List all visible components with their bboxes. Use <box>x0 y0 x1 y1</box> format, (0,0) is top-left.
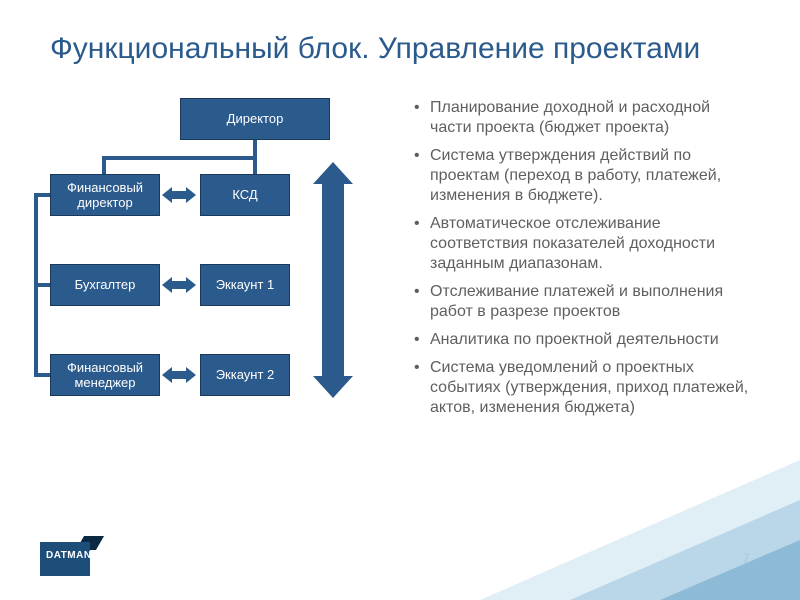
slide: Функциональный блок. Управление проектам… <box>0 0 800 600</box>
node-label: КСД <box>232 187 257 202</box>
bullet-text: Система утверждения действий по проектам… <box>430 147 721 204</box>
node-label: Бухгалтер <box>75 277 136 292</box>
double-arrow-icon <box>162 190 196 200</box>
connector <box>253 156 257 176</box>
node-fin-mgr: Финансовый менеджер <box>50 354 160 396</box>
node-label: Эккаунт 1 <box>216 277 275 292</box>
node-ksd: КСД <box>200 174 290 216</box>
list-item: Аналитика по проектной деятельности <box>410 330 750 350</box>
connector <box>102 156 106 176</box>
bullet-list: Планирование доходной и расходной части … <box>410 98 750 428</box>
node-accountant: Бухгалтер <box>50 264 160 306</box>
bullet-text: Автоматическое отслеживание соответствия… <box>430 215 715 272</box>
list-item: Система утверждения действий по проектам… <box>410 146 750 206</box>
page-number: 7 <box>742 550 750 566</box>
bullet-text: Планирование доходной и расходной части … <box>430 99 710 136</box>
list-item: Отслеживание платежей и выполнения работ… <box>410 282 750 322</box>
list-item: Система уведомлений о проектных событиях… <box>410 358 750 418</box>
page-title: Функциональный блок. Управление проектам… <box>50 30 750 68</box>
background-triangles-icon <box>400 440 800 600</box>
logo: DATMAN <box>40 536 100 576</box>
list-item: Планирование доходной и расходной части … <box>410 98 750 138</box>
node-label: Эккаунт 2 <box>216 367 275 382</box>
bullet-text: Отслеживание платежей и выполнения работ… <box>430 283 723 320</box>
connector <box>102 156 257 160</box>
list-item: Автоматическое отслеживание соответствия… <box>410 214 750 274</box>
vertical-double-arrow-icon <box>322 184 344 376</box>
node-acc2: Эккаунт 2 <box>200 354 290 396</box>
node-label: Директор <box>227 111 284 126</box>
node-label: Финансовый менеджер <box>55 360 155 390</box>
node-label: Финансовый директор <box>55 180 155 210</box>
node-director: Директор <box>180 98 330 140</box>
node-fin-dir: Финансовый директор <box>50 174 160 216</box>
bullet-text: Система уведомлений о проектных событиях… <box>430 359 748 416</box>
logo-text: DATMAN <box>46 550 92 561</box>
org-diagram: Директор Финансовый директор КСД Бухгалт… <box>20 98 380 428</box>
node-acc1: Эккаунт 1 <box>200 264 290 306</box>
content-row: Директор Финансовый директор КСД Бухгалт… <box>50 98 750 428</box>
double-arrow-icon <box>162 370 196 380</box>
double-arrow-icon <box>162 280 196 290</box>
bullet-text: Аналитика по проектной деятельности <box>430 331 719 348</box>
